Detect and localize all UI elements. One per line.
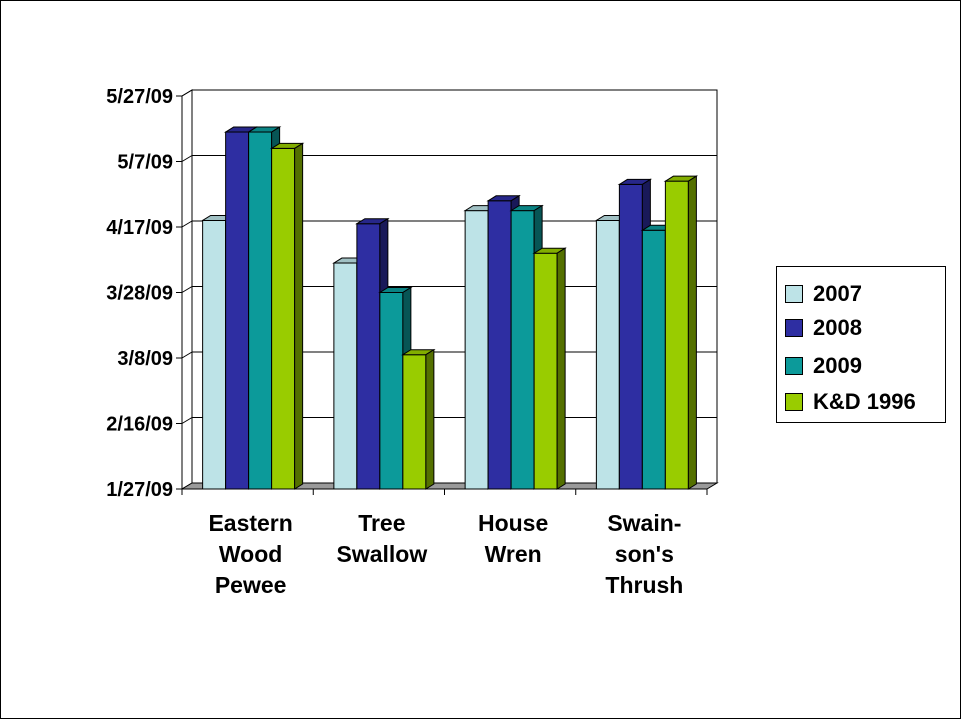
bar — [663, 175, 699, 490]
bar-front — [379, 292, 404, 490]
bar-side — [294, 142, 304, 490]
bar-front — [225, 131, 250, 490]
bar-front — [356, 223, 381, 490]
legend-label-kd1996: K&D 1996 — [813, 389, 916, 414]
bar — [532, 247, 567, 490]
bar-front — [510, 210, 535, 490]
bar — [401, 348, 436, 490]
category-label: Tree Swallow — [337, 510, 428, 567]
y-tick-label: 4/17/09 — [106, 217, 173, 239]
bar-front — [533, 252, 558, 490]
y-tick-label: 1/27/09 — [106, 479, 173, 501]
legend-item-2008: 2008 — [785, 313, 862, 343]
legend-label-2008: 2008 — [813, 315, 862, 340]
legend: 2007 2008 2009 K&D 1996 — [776, 266, 946, 423]
bar-side — [556, 247, 566, 490]
bar-front — [618, 183, 643, 490]
legend-item-2009: 2009 — [785, 351, 862, 381]
bar-front — [333, 262, 358, 490]
category-label: House Wren — [478, 510, 548, 567]
bar-front — [595, 219, 620, 490]
bar-side — [425, 348, 435, 490]
gridline-side — [181, 155, 193, 162]
bar-side — [687, 175, 697, 490]
legend-label-2009: 2009 — [813, 353, 862, 378]
legend-swatch-2008 — [785, 319, 803, 337]
bar — [269, 142, 305, 490]
legend-swatch-2009 — [785, 357, 803, 375]
legend-label-2007: 2007 — [813, 281, 862, 306]
category-label: Swain-son's Thrush — [605, 510, 683, 598]
y-tick-label: 3/28/09 — [106, 283, 173, 305]
bar-front — [402, 354, 427, 490]
bar-front — [271, 147, 296, 490]
legend-swatch-kd1996 — [785, 393, 803, 411]
y-tick-label: 5/27/09 — [106, 86, 173, 108]
bar-front — [487, 200, 512, 490]
gridline-side — [181, 89, 193, 97]
legend-item-2007: 2007 — [785, 279, 862, 309]
gridline-side — [181, 220, 193, 228]
bar-front — [664, 180, 689, 490]
legend-swatch-2007 — [785, 285, 803, 303]
category-label: Eastern Wood Pewee — [208, 510, 292, 598]
bar-front — [248, 131, 273, 490]
bar-front — [464, 210, 489, 490]
y-tick-label: 2/16/09 — [106, 414, 173, 436]
gridline-side — [181, 351, 193, 359]
y-tick-label: 5/7/09 — [117, 152, 173, 174]
bar-front — [641, 229, 666, 490]
gridline-side — [181, 286, 193, 293]
legend-item-kd1996: K&D 1996 — [785, 387, 916, 417]
y-tick-label: 3/8/09 — [117, 348, 173, 370]
gridline-side — [181, 417, 193, 424]
bar-front — [202, 219, 227, 490]
